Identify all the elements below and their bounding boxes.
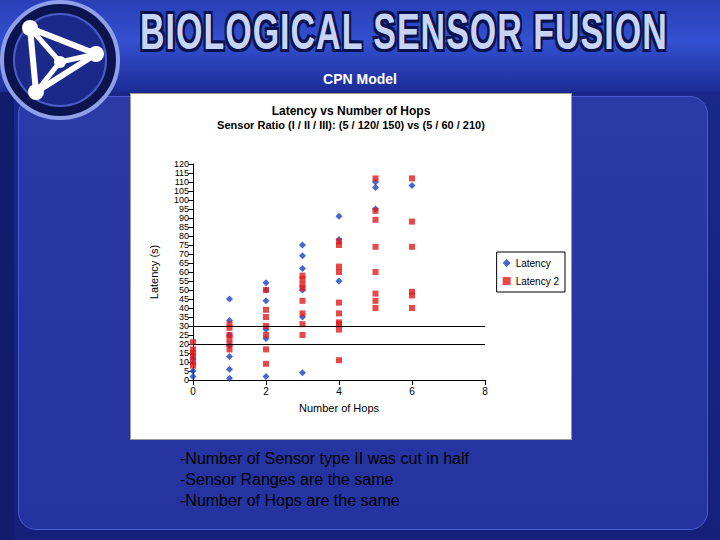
svg-text:20: 20 (179, 339, 189, 349)
svg-text:55: 55 (179, 276, 189, 286)
svg-text:100: 100 (174, 195, 189, 205)
svg-text:30: 30 (179, 321, 189, 331)
svg-text:65: 65 (179, 258, 189, 268)
svg-text:Sensor Ratio (I / II / III): (: Sensor Ratio (I / II / III): (5 / 120/ 1… (217, 119, 485, 131)
svg-text:2: 2 (263, 386, 269, 397)
svg-text:5: 5 (184, 366, 189, 376)
html-text:-Number of Sensor type II was: -Number of Sensor type II was cut in hal… (180, 450, 469, 467)
svg-text:Latency: Latency (516, 258, 551, 269)
svg-text:15: 15 (179, 348, 189, 358)
svg-text:80: 80 (179, 231, 189, 241)
html-text:-Number of Hops are the same: -Number of Hops are the same (180, 492, 400, 509)
svg-text:105: 105 (174, 186, 189, 196)
svg-text:110: 110 (175, 177, 189, 187)
svg-text:90: 90 (179, 213, 189, 223)
svg-text:115: 115 (175, 168, 189, 178)
svg-text:50: 50 (179, 285, 189, 295)
svg-text:75: 75 (179, 240, 189, 250)
svg-text:45: 45 (179, 294, 189, 304)
svg-text:40: 40 (179, 303, 189, 313)
html-text:BIOLOGICAL SENSOR FUSION: BIOLOGICAL SENSOR FUSION (140, 4, 668, 60)
svg-text:70: 70 (179, 249, 189, 259)
svg-text:8: 8 (482, 386, 488, 397)
svg-text:Latency (s): Latency (s) (148, 245, 160, 299)
svg-text:6: 6 (409, 386, 415, 397)
html-text:CPN Model: CPN Model (323, 71, 397, 87)
svg-text:0: 0 (190, 386, 196, 397)
svg-text:60: 60 (179, 267, 189, 277)
svg-text:Latency vs Number of Hops: Latency vs Number of Hops (272, 104, 431, 118)
svg-text:Latency 2: Latency 2 (516, 276, 560, 287)
svg-text:4: 4 (336, 386, 342, 397)
svg-text:25: 25 (179, 330, 189, 340)
svg-text:85: 85 (179, 222, 189, 232)
svg-text:10: 10 (179, 357, 189, 367)
html-text:-Sensor Ranges are the same: -Sensor Ranges are the same (180, 471, 394, 488)
svg-text:120: 120 (174, 159, 189, 169)
svg-text:35: 35 (179, 312, 189, 322)
svg-text:0: 0 (184, 375, 189, 385)
svg-text:95: 95 (179, 204, 189, 214)
svg-text:Number of Hops: Number of Hops (299, 402, 380, 414)
